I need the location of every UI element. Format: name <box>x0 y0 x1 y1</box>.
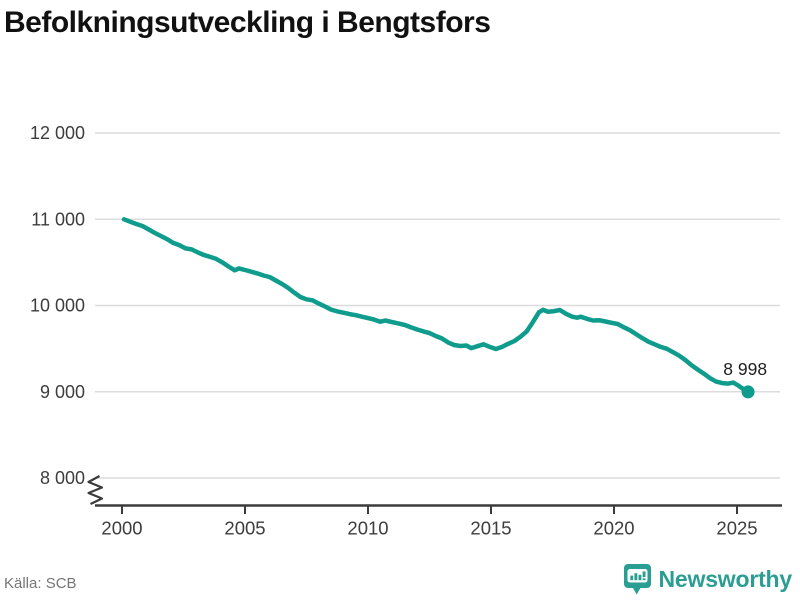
logo-bar-1 <box>629 575 633 581</box>
line-chart: 12 000 11 000 10 000 9 000 8 000 2000 2005 2010… <box>30 123 782 539</box>
y-tick-label: 10 000 <box>30 296 85 316</box>
population-line <box>121 217 751 395</box>
x-tick-label: 2000 <box>101 518 142 539</box>
y-tick-label: 9 000 <box>40 382 85 402</box>
x-tick-label: 2010 <box>347 518 388 539</box>
y-tick-label: 11 000 <box>31 209 85 229</box>
newsworthy-wordmark: Newsworthy <box>658 566 793 592</box>
logo-bar-2 <box>633 573 637 581</box>
end-point-marker <box>741 385 755 399</box>
axis-break-icon <box>87 475 104 505</box>
logo-bar-3 <box>638 574 641 581</box>
x-tick-label: 2020 <box>593 518 634 539</box>
chart-title: Befolkningsutveckling i Bengtsfors <box>4 6 491 39</box>
source-label: Källa: SCB <box>4 575 77 592</box>
end-value-label: 8 998 <box>723 359 767 379</box>
newsworthy-logo[interactable]: Newsworthy <box>623 563 792 596</box>
x-tick-label: 2025 <box>716 518 757 539</box>
logo-exclaim-dot <box>642 578 646 581</box>
x-tick-label: 2005 <box>224 518 265 539</box>
y-tick-label: 12 000 <box>30 123 85 143</box>
x-tick-label: 2015 <box>470 518 511 539</box>
y-tick-label: 8 000 <box>40 468 85 488</box>
logo-exclaim-stem <box>642 571 646 578</box>
newsworthy-icon <box>623 564 651 595</box>
